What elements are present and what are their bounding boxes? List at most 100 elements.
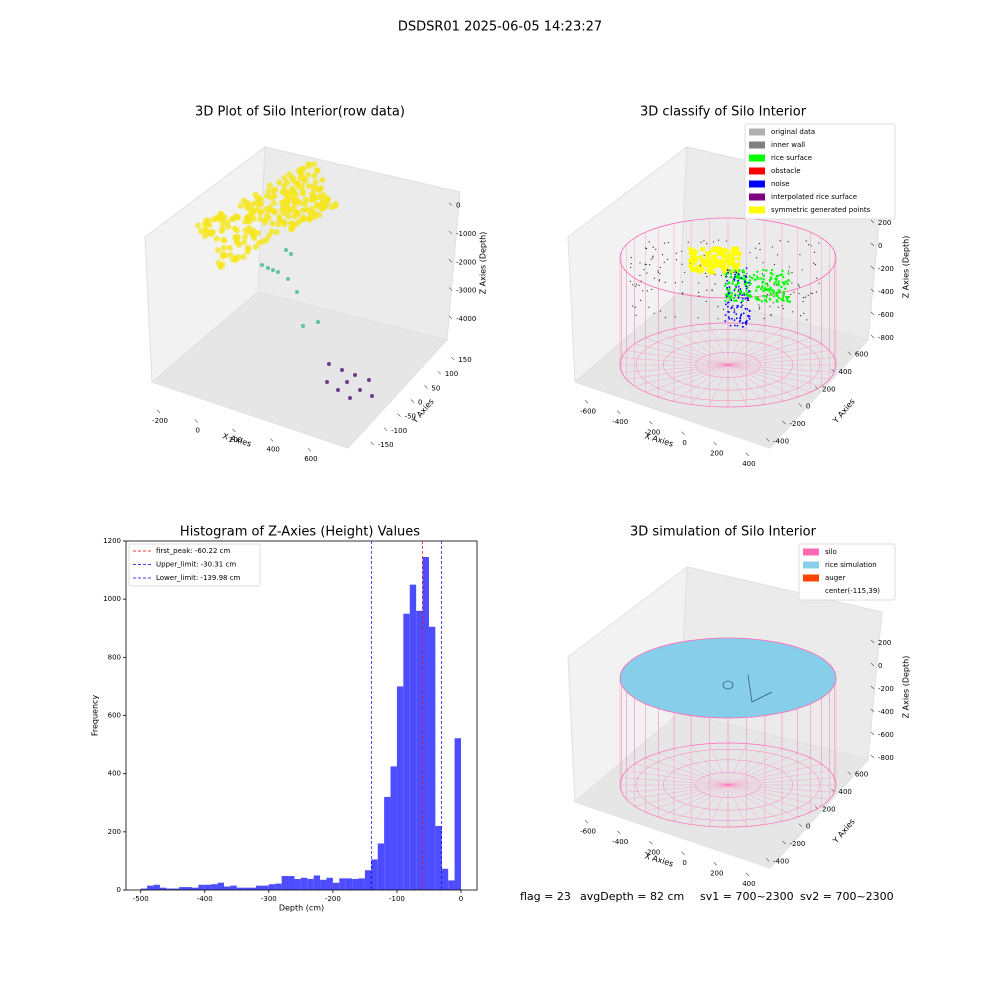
silo-floor xyxy=(636,749,821,821)
y-tick-label: 50 xyxy=(431,384,440,392)
point xyxy=(777,288,781,292)
point xyxy=(340,368,344,372)
silo-floor xyxy=(663,339,794,391)
z-axis-label: Z Axies (Depth) xyxy=(902,236,911,299)
point xyxy=(726,262,731,267)
point xyxy=(709,268,714,273)
z-tick-label: -400 xyxy=(878,288,894,296)
point xyxy=(681,250,683,252)
point xyxy=(725,295,728,298)
pane-floor xyxy=(574,291,869,449)
point-cloud xyxy=(263,206,270,213)
legend-label: auger xyxy=(825,574,845,582)
legend-label: silo xyxy=(825,548,837,556)
point xyxy=(814,264,817,266)
legend-swatch xyxy=(749,167,765,175)
silo-floor xyxy=(621,357,729,366)
point-cloud xyxy=(235,214,242,221)
tick-mark xyxy=(831,368,835,373)
point xyxy=(790,293,792,295)
z-tick-label: -400 xyxy=(878,708,894,716)
silo-floor xyxy=(690,745,729,786)
point xyxy=(674,282,677,284)
point xyxy=(747,291,749,294)
point xyxy=(808,244,810,246)
point xyxy=(737,291,739,293)
silo-floor xyxy=(636,329,821,401)
point-cloud xyxy=(275,221,282,228)
point xyxy=(721,247,726,252)
point-cloud xyxy=(291,203,298,210)
z-tick-label: -200 xyxy=(878,685,894,693)
y-tick-label: -400 xyxy=(773,437,789,445)
point xyxy=(745,320,748,323)
point xyxy=(708,260,713,265)
point xyxy=(737,297,740,299)
point xyxy=(728,286,731,288)
point xyxy=(765,269,768,272)
bar xyxy=(153,884,160,890)
point xyxy=(765,300,768,303)
point xyxy=(750,295,753,298)
point-cloud xyxy=(264,212,271,219)
point xyxy=(700,268,705,273)
x-tick-label: 400 xyxy=(266,446,279,454)
point xyxy=(781,305,783,307)
point xyxy=(758,306,761,308)
point xyxy=(726,286,729,289)
x-tick-label: 200 xyxy=(710,869,723,877)
point-cloud xyxy=(247,212,254,219)
bar xyxy=(256,885,263,890)
point-cloud xyxy=(286,171,293,178)
y-tick-label: 600 xyxy=(855,771,868,779)
point xyxy=(798,285,800,287)
silo-floor xyxy=(727,784,811,813)
auger xyxy=(747,674,773,703)
point xyxy=(749,284,751,286)
point xyxy=(747,315,750,318)
point xyxy=(745,293,748,296)
silo-floor xyxy=(727,337,811,366)
tick-mark xyxy=(451,356,455,361)
silo-floor xyxy=(727,364,766,405)
panel-title: 3D classify of Silo Interior xyxy=(640,105,807,120)
point xyxy=(698,291,700,293)
point xyxy=(785,297,789,300)
point xyxy=(760,277,763,280)
point-cloud xyxy=(279,199,286,206)
tick-mark xyxy=(745,452,750,456)
point xyxy=(717,318,719,320)
legend-label: noise xyxy=(771,180,790,188)
point xyxy=(739,288,742,290)
point xyxy=(768,297,772,301)
point xyxy=(787,295,790,299)
silo-floor xyxy=(645,364,729,393)
point xyxy=(698,255,703,260)
point xyxy=(777,280,780,283)
point xyxy=(791,272,793,274)
x-tick-label: 0 xyxy=(682,439,686,447)
silo-floor xyxy=(673,784,729,822)
point xyxy=(724,299,727,303)
point xyxy=(659,310,662,312)
point xyxy=(719,263,724,268)
point xyxy=(757,285,761,288)
y-tick-label: 200 xyxy=(822,385,835,393)
point xyxy=(734,294,737,297)
point-cloud xyxy=(290,186,297,193)
point xyxy=(630,256,632,259)
point xyxy=(732,249,737,254)
point xyxy=(777,306,779,308)
point xyxy=(781,275,785,279)
silo-floor xyxy=(727,752,798,786)
point-cloud xyxy=(268,228,275,235)
pane-floor xyxy=(151,291,448,449)
point xyxy=(777,297,781,300)
point-cloud xyxy=(294,211,301,218)
legend-label: symmetric generated points xyxy=(771,206,871,214)
point xyxy=(754,247,757,249)
silo-floor xyxy=(621,777,729,786)
point-cloud xyxy=(226,244,233,251)
tick-mark xyxy=(156,409,161,414)
point xyxy=(760,287,763,291)
